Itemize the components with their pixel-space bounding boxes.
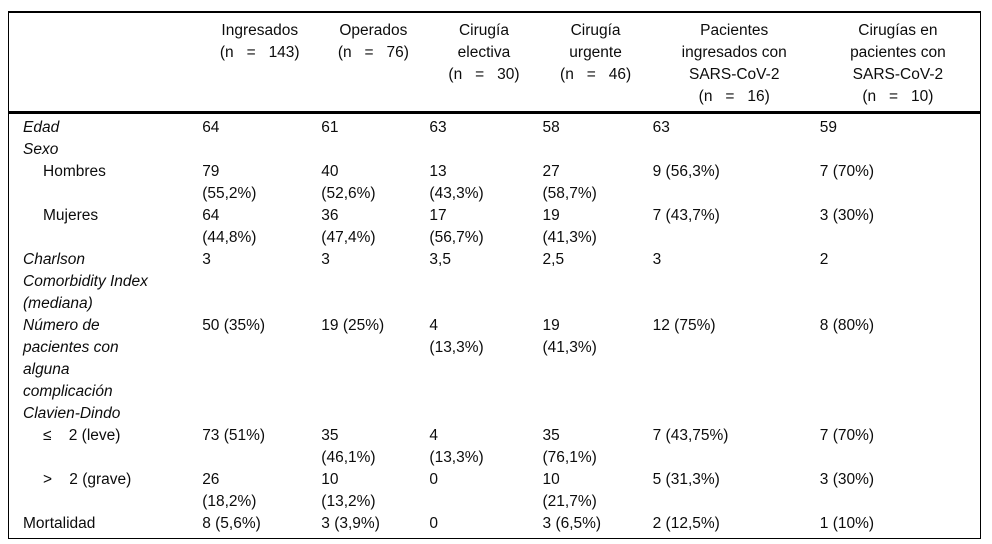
table-cell: 1 (10%): [819, 515, 875, 532]
table-cell: 2: [819, 251, 829, 268]
table-cell: 19 (41,3%): [542, 317, 597, 356]
table-cell: 5 (31,3%): [652, 471, 720, 488]
table-cell: 2 (12,5%): [652, 515, 720, 532]
table-cell: 59: [819, 119, 838, 136]
table-cell: 8 (5,6%): [202, 515, 261, 532]
table-row: Hombres 79 (55,2%) 40 (52,6%) 13 (43,3%) 27 …: [9, 161, 980, 205]
table-cell: [653, 139, 820, 161]
table-cell: 3: [202, 251, 211, 268]
table-row: Charlson Comorbidity Index (mediana) 3 3 3,…: [9, 249, 980, 315]
table-cell: 3 (6,5%): [542, 515, 602, 532]
table-cell: 17 (56,7%): [429, 207, 484, 246]
table-cell: 0: [429, 471, 439, 488]
table-cell: 50 (35%): [202, 317, 266, 334]
table-cell: 35 (76,1%): [542, 427, 597, 466]
table-cell: 58: [542, 119, 560, 136]
corner-cell: [9, 13, 203, 114]
column-header: Cirugía urgente (n = 46): [542, 13, 653, 114]
table-cell: [321, 139, 429, 161]
row-label: Mortalidad: [23, 515, 96, 532]
table-cell: 64 (44,8%): [202, 207, 257, 246]
table-cell: 79 (55,2%): [202, 163, 257, 202]
column-header: Cirugías en pacientes con SARS-CoV-2 (n …: [819, 13, 980, 114]
table-cell: 7 (70%): [819, 163, 875, 180]
row-label: ≤ 2 (leve): [43, 427, 121, 444]
table-cell: 12 (75%): [652, 317, 716, 334]
table-cell: [429, 139, 542, 161]
table-cell: 3: [321, 251, 330, 268]
table-cell: 73 (51%): [202, 427, 266, 444]
table-row: Sexo: [9, 139, 980, 161]
row-label: Hombres: [43, 163, 106, 180]
table-cell: 10 (21,7%): [542, 471, 597, 510]
table-cell: 0: [429, 515, 439, 532]
table-row: > 2 (grave) 26 (18,2%) 10 (13,2%) 0 10 (21,7…: [9, 469, 980, 513]
table-body: Edad 64 61 63 58 63 59 Sexo Hombres 79 (55,2%) 40 …: [9, 113, 980, 539]
table-cell: 4 (13,3%): [429, 427, 484, 466]
table-row: Mortalidad 8 (5,6%) 3 (3,9%) 0 3 (6,5%) 2 (12…: [9, 513, 980, 538]
table-cell: 7 (70%): [819, 427, 875, 444]
table-cell: 8 (80%): [819, 317, 875, 334]
table-cell: 3 (3,9%): [321, 515, 380, 532]
row-label: Charlson Comorbidity Index (mediana): [23, 251, 148, 312]
row-label: Sexo: [23, 141, 59, 158]
table-cell: 19 (25%): [321, 317, 385, 334]
row-label: Número de pacientes con alguna complicac…: [23, 317, 121, 422]
table-cell: 19 (41,3%): [542, 207, 597, 246]
table-cell: 63: [652, 119, 670, 136]
row-label: Edad: [23, 119, 60, 136]
table-row: Edad 64 61 63 58 63 59: [9, 113, 980, 140]
column-header: Pacientes ingresados con SARS-CoV-2 (n =…: [652, 13, 820, 114]
table-cell: 3: [652, 251, 662, 268]
header-row: Ingresados (n = 143) Operados (n = 76) Cir…: [9, 13, 980, 114]
row-label: Mujeres: [43, 207, 99, 224]
table-frame: Ingresados (n = 143) Operados (n = 76) Cir…: [8, 11, 981, 539]
row-label: > 2 (grave): [43, 471, 132, 488]
table-row: Número de pacientes con alguna complicac…: [9, 315, 980, 425]
table-cell: 26 (18,2%): [202, 471, 257, 510]
table-cell: 40 (52,6%): [321, 163, 376, 202]
table-cell: 9 (56,3%): [652, 163, 720, 180]
table-cell: 64: [202, 119, 220, 136]
table-cell: [820, 139, 980, 161]
clinical-outcomes-table: Ingresados (n = 143) Operados (n = 76) Cir…: [9, 13, 980, 538]
table-cell: 10 (13,2%): [321, 471, 376, 510]
table-cell: 7 (43,7%): [652, 207, 720, 224]
table-cell: 13 (43,3%): [429, 163, 484, 202]
column-header: Ingresados (n = 143): [202, 13, 322, 114]
table-row: ≤ 2 (leve) 73 (51%) 35 (46,1%) 4 (13,3%) 35 …: [9, 425, 980, 469]
table-cell: [543, 139, 653, 161]
table-cell: 3 (30%): [819, 207, 875, 224]
column-header: Cirugía electiva (n = 30): [429, 13, 543, 114]
table-header: Ingresados (n = 143) Operados (n = 76) Cir…: [9, 13, 980, 114]
table-cell: 3 (30%): [819, 471, 875, 488]
table-cell: 36 (47,4%): [321, 207, 376, 246]
table-cell: 35 (46,1%): [321, 427, 376, 466]
table-row: Mujeres 64 (44,8%) 36 (47,4%) 17 (56,7%) 19 …: [9, 205, 980, 249]
column-header: Operados (n = 76): [321, 13, 430, 114]
table-cell: 2,5: [542, 251, 565, 268]
table-cell: 4 (13,3%): [429, 317, 484, 356]
table-cell: 63: [429, 119, 447, 136]
table-cell: 27 (58,7%): [542, 163, 597, 202]
table-cell: [202, 139, 321, 161]
table-cell: 7 (43,75%): [652, 427, 729, 444]
table-cell: 61: [321, 119, 339, 136]
table-cell: 3,5: [429, 251, 451, 268]
